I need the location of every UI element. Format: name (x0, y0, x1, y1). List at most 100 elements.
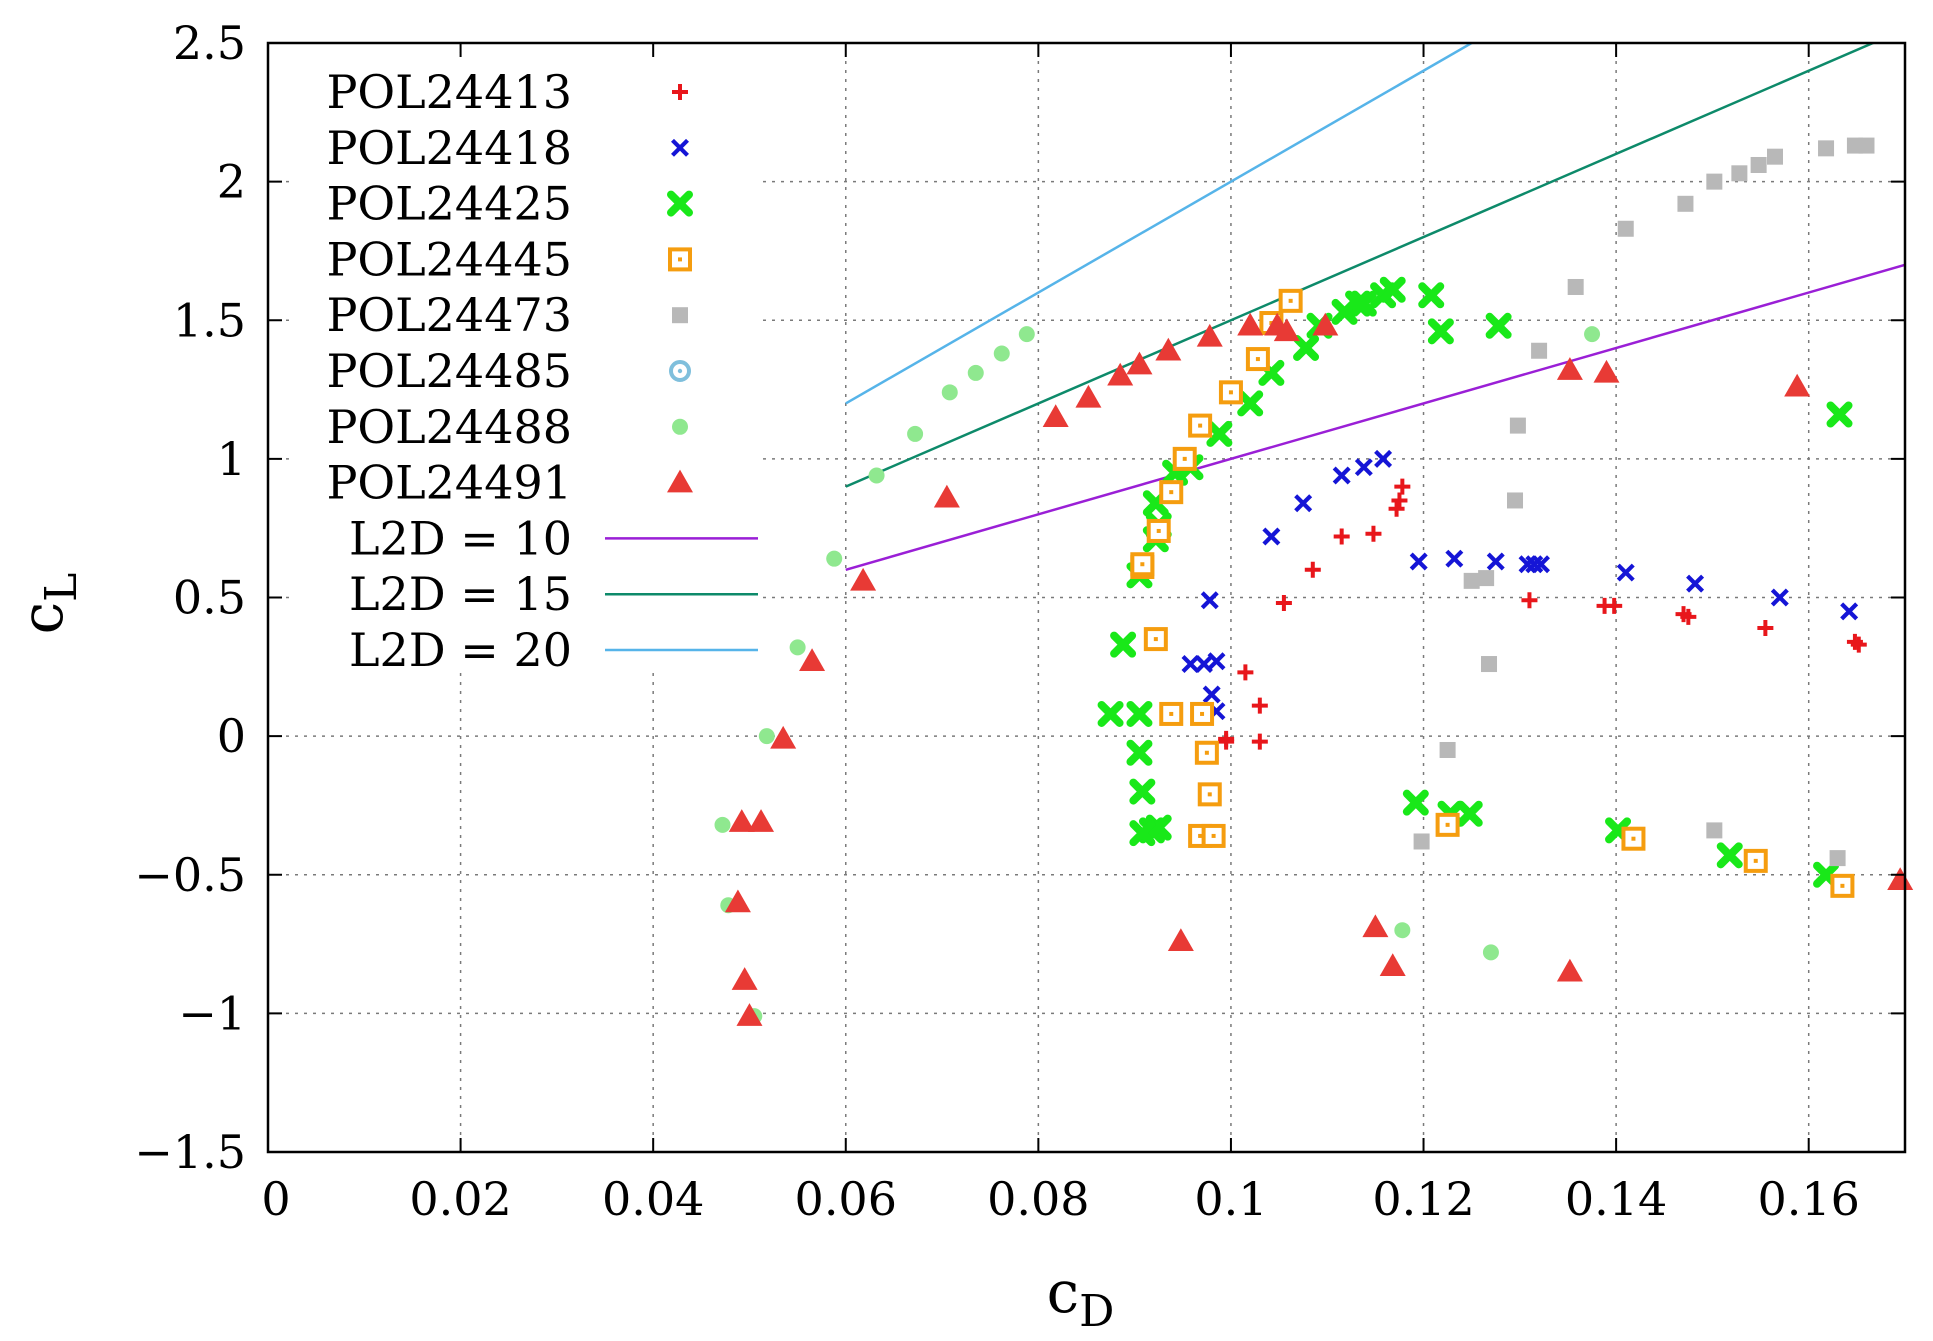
data-point (1146, 518, 1171, 543)
x-axis-label-main: c (1047, 1258, 1079, 1326)
data-point (1312, 312, 1339, 336)
data-point-dot (1631, 836, 1636, 841)
legend-label: POL24445 (326, 232, 572, 286)
data-point (724, 889, 751, 913)
data-point (1194, 740, 1219, 765)
data-point (1143, 627, 1168, 652)
legend-marker (672, 418, 688, 435)
data-point (1784, 373, 1811, 397)
data-point (1345, 290, 1372, 317)
legend-label: POL24488 (326, 400, 572, 454)
legend-marker-dot (677, 368, 683, 374)
data-point (868, 467, 885, 484)
data-point (1379, 276, 1406, 303)
ratio-lines (845, 43, 1905, 571)
series-pol24445 (1130, 288, 1855, 898)
data-point-dot (1198, 423, 1203, 428)
data-point (1556, 958, 1583, 982)
legend-label: L2D = 15 (349, 567, 572, 621)
data-point (1304, 561, 1321, 578)
data-point (1445, 549, 1464, 568)
series-pol24488 (714, 326, 1601, 1025)
data-point-dot (1169, 711, 1174, 716)
x-tick-label: 0.16 (1757, 1172, 1859, 1226)
data-point-dot (1198, 833, 1203, 838)
y-tick-label: 2 (217, 155, 246, 209)
data-point (1196, 323, 1223, 347)
y-axis-label-subscript: L (36, 573, 87, 602)
data-point (1206, 420, 1233, 447)
data-point (907, 425, 924, 442)
data-point (1126, 700, 1153, 727)
legend-marker (669, 360, 691, 382)
data-point (1507, 492, 1524, 509)
data-point (1686, 574, 1705, 593)
legend: POL24413POL24418POL24425POL24445POL24473… (292, 53, 758, 677)
data-point (967, 364, 984, 381)
data-point (736, 1003, 763, 1026)
data-point (799, 648, 826, 672)
data-point-dot (1182, 456, 1187, 461)
y-tick-label: 1 (217, 432, 246, 486)
data-point (1680, 608, 1697, 625)
data-point (1200, 591, 1219, 610)
data-point (1129, 820, 1156, 847)
y-tick-label: −1.5 (134, 1125, 246, 1179)
legend-label: POL24485 (326, 344, 572, 398)
data-point (1275, 595, 1292, 612)
data-point (1197, 782, 1222, 807)
y-tick-label: −0.5 (134, 848, 246, 902)
data-point (1677, 195, 1694, 212)
ratio-line-l2d-20 (845, 43, 1475, 405)
data-point-dot (1840, 883, 1845, 888)
data-point (1332, 466, 1351, 485)
x-tick-label: 0.02 (409, 1172, 511, 1226)
data-point (1188, 413, 1213, 438)
data-point (1413, 833, 1430, 850)
data-point (1018, 326, 1035, 343)
data-point (826, 550, 843, 567)
data-point (1129, 778, 1156, 805)
y-tick-label: −1 (178, 986, 246, 1040)
x-tick-label: 0.04 (602, 1172, 704, 1226)
data-point-dot (1207, 792, 1212, 797)
data-point (1463, 572, 1480, 589)
x-tick-label: 0 (261, 1172, 290, 1226)
x-tick-label: 0.08 (987, 1172, 1089, 1226)
data-point (1391, 492, 1408, 509)
legend-label: POL24413 (326, 65, 572, 119)
data-point (1830, 873, 1855, 898)
data-point (1097, 700, 1124, 727)
data-point (1159, 701, 1184, 726)
data-point (748, 809, 775, 832)
data-point (1439, 741, 1456, 758)
data-point (1427, 318, 1454, 345)
data-point-dot (1211, 833, 1216, 838)
data-point (1107, 362, 1134, 386)
data-point (1350, 290, 1377, 317)
data-point (1485, 312, 1512, 339)
data-point-dot (1156, 528, 1161, 533)
data-point (850, 567, 877, 591)
data-point (1159, 480, 1184, 505)
legend-marker (672, 84, 688, 100)
data-point (1584, 326, 1601, 343)
data-point (1218, 730, 1235, 747)
data-point (1379, 953, 1406, 976)
data-point (1716, 842, 1743, 869)
data-point (1251, 733, 1268, 750)
x-tick-label: 0.12 (1372, 1172, 1474, 1226)
data-point (1365, 525, 1382, 542)
data-point (1481, 656, 1498, 673)
x-tick-label: 0.1 (1194, 1172, 1267, 1226)
legend-label: POL24418 (326, 121, 572, 175)
legend-marker (668, 247, 692, 272)
data-point (1237, 664, 1254, 681)
data-point (1818, 140, 1835, 157)
data-point (1456, 800, 1483, 827)
series-pol24413 (1218, 478, 1867, 750)
data-point (1167, 928, 1194, 952)
x-axis-label-subscript: D (1079, 1286, 1114, 1337)
data-point (1354, 458, 1373, 477)
data-point (789, 639, 806, 656)
